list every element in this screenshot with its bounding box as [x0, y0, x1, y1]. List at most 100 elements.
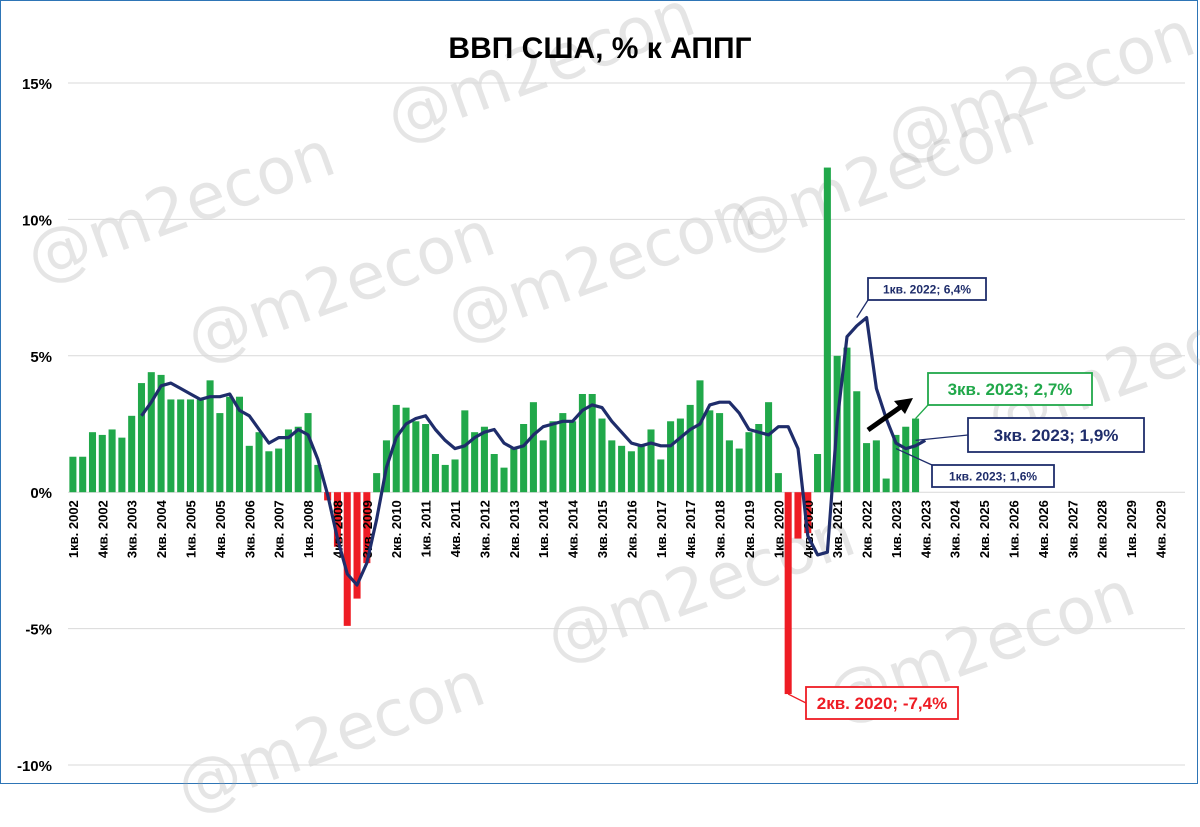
bar — [618, 445, 626, 493]
bar — [725, 440, 733, 493]
bar — [186, 399, 195, 493]
bar — [902, 426, 910, 493]
annotation-label: 2кв. 2020; -7,4% — [817, 694, 947, 713]
bar — [843, 347, 851, 493]
x-tick-label: 2кв. 2028 — [1095, 500, 1110, 558]
series-line — [140, 316, 927, 587]
x-tick-label: 4кв. 2008 — [330, 500, 345, 558]
bar — [137, 383, 146, 493]
x-tick-label: 2кв. 2010 — [389, 500, 404, 558]
bar — [569, 421, 577, 493]
x-tick-label: 3кв. 2006 — [242, 500, 257, 558]
bar — [108, 429, 116, 493]
x-tick-label: 2кв. 2004 — [154, 499, 169, 558]
y-tick-label: -10% — [17, 758, 52, 775]
x-tick-label: 3кв. 2027 — [1065, 500, 1080, 558]
x-tick-label: 4кв. 2026 — [1036, 500, 1051, 558]
bar — [912, 418, 920, 493]
bar — [392, 404, 400, 493]
bar — [539, 440, 547, 493]
x-tick-label: 1кв. 2011 — [419, 500, 434, 557]
bar — [314, 464, 322, 493]
bar — [686, 404, 694, 493]
x-tick-label: 1кв. 2020 — [771, 500, 786, 558]
bar — [471, 432, 479, 493]
y-tick-label: 10% — [22, 212, 52, 229]
x-tick-label: 3кв. 2012 — [477, 500, 492, 558]
bar — [588, 393, 596, 493]
x-tick-label: 4кв. 2017 — [683, 500, 698, 558]
bar — [275, 448, 283, 493]
bar — [627, 451, 635, 493]
bar — [578, 393, 586, 493]
bar — [343, 492, 351, 626]
annotation-label: 3кв. 2023; 2,7% — [948, 380, 1073, 399]
bar — [167, 399, 175, 493]
bar — [774, 473, 782, 493]
annotation-box — [967, 417, 1145, 453]
x-tick-label: 2кв. 2019 — [742, 500, 757, 558]
bar — [735, 448, 743, 493]
x-tick-label: 1кв. 2002 — [66, 500, 81, 558]
bar — [549, 421, 557, 493]
bar — [882, 478, 890, 493]
x-tick-label: 4кв. 2002 — [95, 500, 110, 558]
bar — [226, 396, 234, 493]
bar — [598, 418, 606, 493]
x-tick-label: 1кв. 2029 — [1124, 500, 1139, 558]
annotation-label: 3кв. 2023; 1,9% — [994, 426, 1119, 445]
bar — [255, 432, 263, 493]
y-tick-label: -5% — [25, 622, 52, 639]
bar — [755, 424, 763, 493]
bar — [716, 413, 724, 493]
bar — [177, 399, 185, 493]
bar — [402, 407, 410, 493]
annotation-box — [867, 277, 987, 301]
annotation-leader — [915, 404, 929, 419]
x-tick-label: 3кв. 2018 — [713, 500, 728, 558]
bar — [294, 426, 302, 493]
bar — [451, 459, 459, 493]
bar — [147, 372, 155, 493]
y-tick-label: 15% — [22, 76, 52, 93]
annotation-label: 1кв. 2022; 6,4% — [883, 282, 971, 296]
bar — [88, 432, 97, 493]
bar — [667, 421, 675, 493]
x-tick-label: 3кв. 2024 — [948, 499, 963, 558]
bar — [676, 418, 684, 493]
annotation-box — [931, 464, 1055, 488]
bar — [657, 459, 665, 493]
bar — [422, 424, 430, 493]
bar — [872, 440, 880, 493]
y-tick-label: 5% — [30, 349, 52, 366]
x-tick-label: 4кв. 2011 — [448, 500, 463, 557]
annotation-leader — [915, 434, 969, 442]
x-tick-label: 1кв. 2014 — [536, 499, 551, 558]
x-tick-label: 1кв. 2008 — [301, 500, 316, 558]
annotation-box — [805, 686, 959, 720]
bar — [510, 448, 518, 493]
x-tick-label: 3кв. 2021 — [830, 500, 845, 558]
bar-series — [69, 167, 920, 695]
bar — [353, 492, 361, 599]
annotations: 1кв. 2022; 6,4% 3кв. 2023; 2,7% 3кв. 2023;… — [787, 277, 1145, 720]
x-tick-label: 1кв. 2023 — [889, 500, 904, 558]
bar — [706, 410, 714, 493]
bar — [245, 445, 253, 493]
bar — [69, 456, 77, 493]
annotation-box — [927, 372, 1093, 406]
bar — [412, 421, 420, 493]
bar — [745, 432, 753, 493]
bar — [696, 380, 704, 493]
bar — [853, 391, 861, 493]
bar — [206, 380, 214, 493]
x-axis: 1кв. 2002 4кв. 2002 3кв. 2003 2кв. 2004 1кв.… — [66, 499, 1169, 558]
bar — [118, 437, 126, 493]
chart-title: ВВП США, % к АППГ — [448, 32, 751, 65]
x-tick-label: 2кв. 2007 — [272, 500, 287, 558]
bar — [765, 402, 773, 493]
x-tick-label: 2кв. 2013 — [507, 500, 522, 558]
bar — [804, 492, 812, 534]
x-tick-label: 4кв. 2029 — [1154, 500, 1169, 558]
bar — [784, 492, 792, 695]
